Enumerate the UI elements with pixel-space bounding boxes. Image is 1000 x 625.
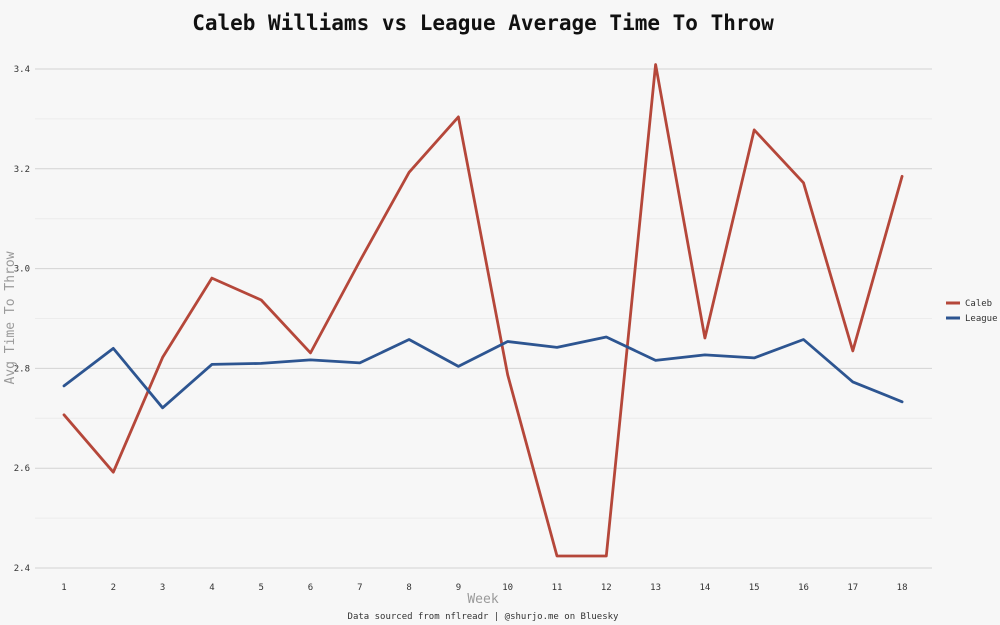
x-tick-label: 7 <box>357 583 362 593</box>
y-axis-label: Avg Time To Throw <box>3 251 18 384</box>
y-tick-label: 2.8 <box>14 364 30 374</box>
x-tick-label: 8 <box>406 583 411 593</box>
y-tick-label: 2.6 <box>14 464 30 474</box>
series-lines <box>62 63 904 558</box>
legend-label-caleb: Caleb <box>965 299 992 309</box>
x-tick-label: 11 <box>552 583 563 593</box>
x-axis-label: Week <box>467 592 498 607</box>
y-tick-label: 2.4 <box>14 564 30 574</box>
legend-label-league: League <box>965 314 998 324</box>
x-tick-label: 12 <box>601 583 612 593</box>
chart-title: Caleb Williams vs League Average Time To… <box>192 11 774 35</box>
series-line-league <box>62 335 904 410</box>
data-source-caption: Data sourced from nflreadr | @shurjo.me … <box>348 612 620 622</box>
x-tick-label: 2 <box>111 583 116 593</box>
y-tick-label: 3.4 <box>14 65 30 75</box>
x-tick-label: 9 <box>456 583 461 593</box>
x-tick-label: 3 <box>160 583 165 593</box>
x-tick-label: 5 <box>258 583 263 593</box>
y-axis-ticks: 2.4 2.6 2.8 3.0 3.2 3.4 <box>14 65 30 574</box>
x-tick-label: 18 <box>897 583 908 593</box>
legend: Caleb League <box>946 299 998 324</box>
x-tick-label: 17 <box>847 583 858 593</box>
x-tick-label: 6 <box>308 583 313 593</box>
x-tick-label: 13 <box>650 583 661 593</box>
x-tick-label: 16 <box>798 583 809 593</box>
grid-lines <box>35 68 932 569</box>
x-tick-label: 4 <box>209 583 214 593</box>
x-axis-ticks: 1 2 3 4 5 6 7 8 9 10 11 12 13 14 15 16 17 18 <box>61 583 907 593</box>
y-tick-label: 3.2 <box>14 165 30 175</box>
y-tick-label: 3.0 <box>14 265 30 275</box>
x-tick-label: 14 <box>699 583 710 593</box>
x-tick-label: 15 <box>749 583 760 593</box>
series-line-caleb <box>62 63 904 558</box>
x-tick-label: 10 <box>502 583 513 593</box>
x-tick-label: 1 <box>61 583 66 593</box>
